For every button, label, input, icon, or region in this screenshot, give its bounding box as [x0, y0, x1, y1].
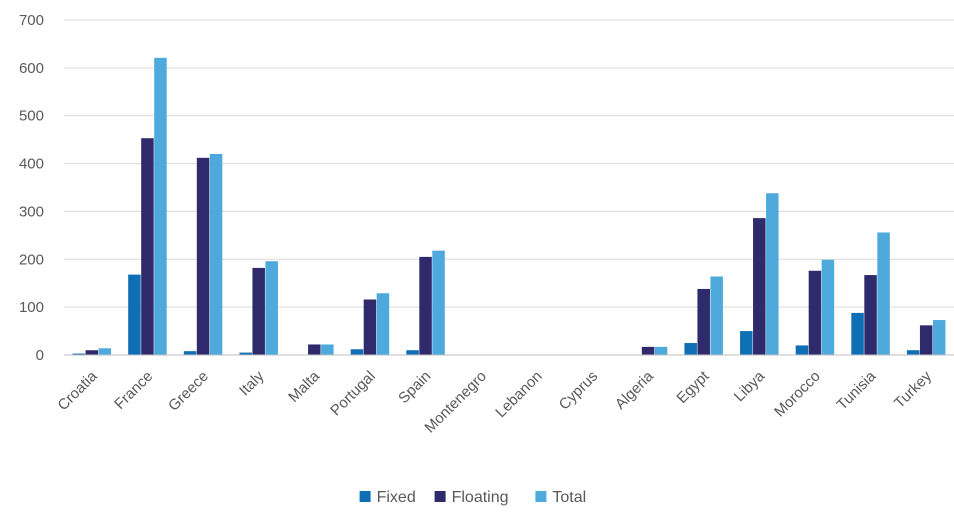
bar-total-portugal	[376, 293, 390, 355]
bar-fixed-turkey	[906, 350, 920, 355]
bar-fixed-spain	[406, 350, 419, 355]
y-tick-label: 100	[19, 299, 44, 316]
bar-total-algeria	[654, 346, 668, 355]
x-category-label: Egypt	[673, 367, 713, 407]
x-category-label: Malta	[285, 367, 323, 405]
bar-total-tunisia	[877, 232, 890, 355]
x-category-label: Greece	[165, 368, 212, 415]
x-category-label: Lebanon	[492, 368, 545, 421]
legend-label-total: Total	[552, 489, 586, 506]
bar-floating-portugal	[363, 299, 377, 355]
legend-swatch-fixed	[359, 491, 371, 502]
bar-floating-egypt	[697, 288, 710, 355]
y-tick-label: 500	[19, 108, 44, 125]
x-category-label: Italy	[236, 367, 268, 399]
bar-total-italy	[265, 261, 278, 355]
bars	[72, 57, 946, 356]
bar-floating-croatia	[85, 350, 99, 355]
bar-fixed-france	[128, 274, 141, 355]
legend-label-floating: Floating	[452, 489, 509, 506]
bar-floating-libya	[753, 218, 766, 355]
y-axis-tick-labels: 0 100 200 300 400 500 600 700	[19, 12, 44, 364]
x-category-label: Spain	[395, 368, 434, 407]
bar-floating-malta	[308, 344, 321, 355]
bar-fixed-libya	[740, 331, 753, 355]
bar-fixed-portugal	[350, 349, 364, 355]
bar-total-egypt	[710, 276, 723, 355]
bar-total-morocco	[821, 259, 835, 355]
x-category-label: Libya	[731, 367, 769, 405]
x-category-label: Tunisia	[834, 367, 880, 413]
y-tick-label: 400	[19, 156, 44, 173]
bar-floating-france	[141, 138, 154, 355]
bar-fixed-tunisia	[851, 312, 864, 355]
bar-fixed-greece	[183, 351, 197, 355]
bar-floating-turkey	[919, 325, 933, 355]
y-tick-label: 600	[19, 60, 44, 77]
legend-swatch-total	[535, 491, 547, 502]
bar-total-croatia	[98, 348, 112, 355]
y-tick-label: 300	[19, 203, 44, 220]
x-category-label: Algeria	[612, 367, 658, 413]
bar-floating-greece	[196, 157, 210, 355]
y-tick-label: 200	[19, 251, 44, 268]
bar-total-france	[154, 57, 167, 356]
x-axis-category-labels: Croatia France Greece Italy Malta Portugal Spa…	[54, 367, 935, 436]
x-category-label: Portugal	[327, 368, 379, 420]
bar-total-greece	[209, 154, 223, 355]
bar-total-turkey	[932, 320, 946, 355]
bar-floating-spain	[419, 256, 432, 355]
bar-floating-morocco	[808, 270, 822, 355]
legend-swatch-floating	[434, 491, 446, 502]
bar-floating-italy	[252, 267, 265, 355]
bar-fixed-italy	[239, 352, 252, 355]
y-tick-label: 0	[36, 347, 44, 364]
bar-floating-algeria	[641, 346, 655, 355]
x-category-label: Morocco	[771, 368, 824, 421]
bar-floating-tunisia	[864, 275, 877, 355]
legend-label-fixed: Fixed	[377, 489, 416, 506]
x-category-label: Cyprus	[556, 368, 602, 414]
bar-total-malta	[321, 344, 334, 355]
bar-fixed-egypt	[684, 343, 697, 355]
x-category-label: France	[111, 368, 156, 413]
bar-fixed-croatia	[72, 353, 86, 355]
y-tick-label: 700	[19, 12, 44, 29]
legend: Fixed Floating Total	[359, 489, 586, 506]
bar-total-spain	[432, 250, 445, 355]
bar-fixed-morocco	[795, 345, 809, 355]
x-category-label: Turkey	[891, 367, 935, 411]
x-category-label: Croatia	[54, 367, 101, 414]
bar-total-libya	[766, 193, 779, 355]
